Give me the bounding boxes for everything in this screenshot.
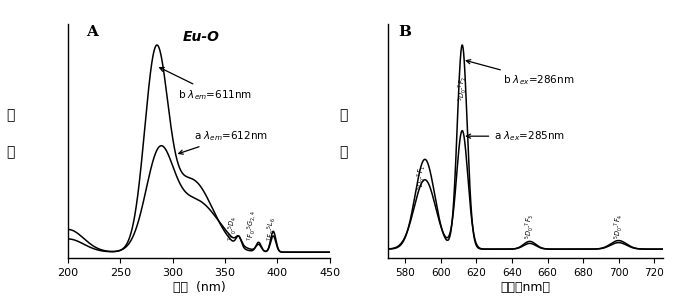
Text: A: A (86, 25, 98, 39)
Text: 强: 强 (339, 109, 347, 123)
Text: 度: 度 (6, 145, 14, 159)
Text: b $\lambda_{ex}$=286nm: b $\lambda_{ex}$=286nm (466, 60, 575, 87)
X-axis label: 波长  (nm): 波长 (nm) (173, 281, 225, 294)
Text: b $\lambda_{em}$=611nm: b $\lambda_{em}$=611nm (160, 67, 252, 102)
Text: a $\lambda_{em}$=612nm: a $\lambda_{em}$=612nm (179, 129, 268, 154)
Text: $^5D_0$-$^7F_2$: $^5D_0$-$^7F_2$ (457, 76, 469, 101)
X-axis label: 波长（nm）: 波长（nm） (500, 281, 550, 294)
Text: 强: 强 (6, 109, 14, 123)
Text: $^5D_0$-$^7F_3$: $^5D_0$-$^7F_3$ (524, 213, 536, 239)
Text: $^5D_0$-$^7F_4$: $^5D_0$-$^7F_4$ (612, 213, 625, 239)
Text: $^7F_0$-$^5D_4$: $^7F_0$-$^5D_4$ (226, 215, 239, 241)
Text: $^7F_0$-$^5L_6$: $^7F_0$-$^5L_6$ (266, 217, 278, 241)
Text: $^5D_0$-$^7F_1$: $^5D_0$-$^7F_1$ (416, 164, 428, 190)
Text: B: B (398, 25, 411, 39)
Text: a $\lambda_{ex}$=285nm: a $\lambda_{ex}$=285nm (466, 129, 565, 143)
Text: 度: 度 (339, 145, 347, 159)
Text: Eu-O: Eu-O (183, 30, 220, 44)
Text: $^7F_0$-$^5G_{2,4}$: $^7F_0$-$^5G_{2,4}$ (246, 210, 258, 241)
